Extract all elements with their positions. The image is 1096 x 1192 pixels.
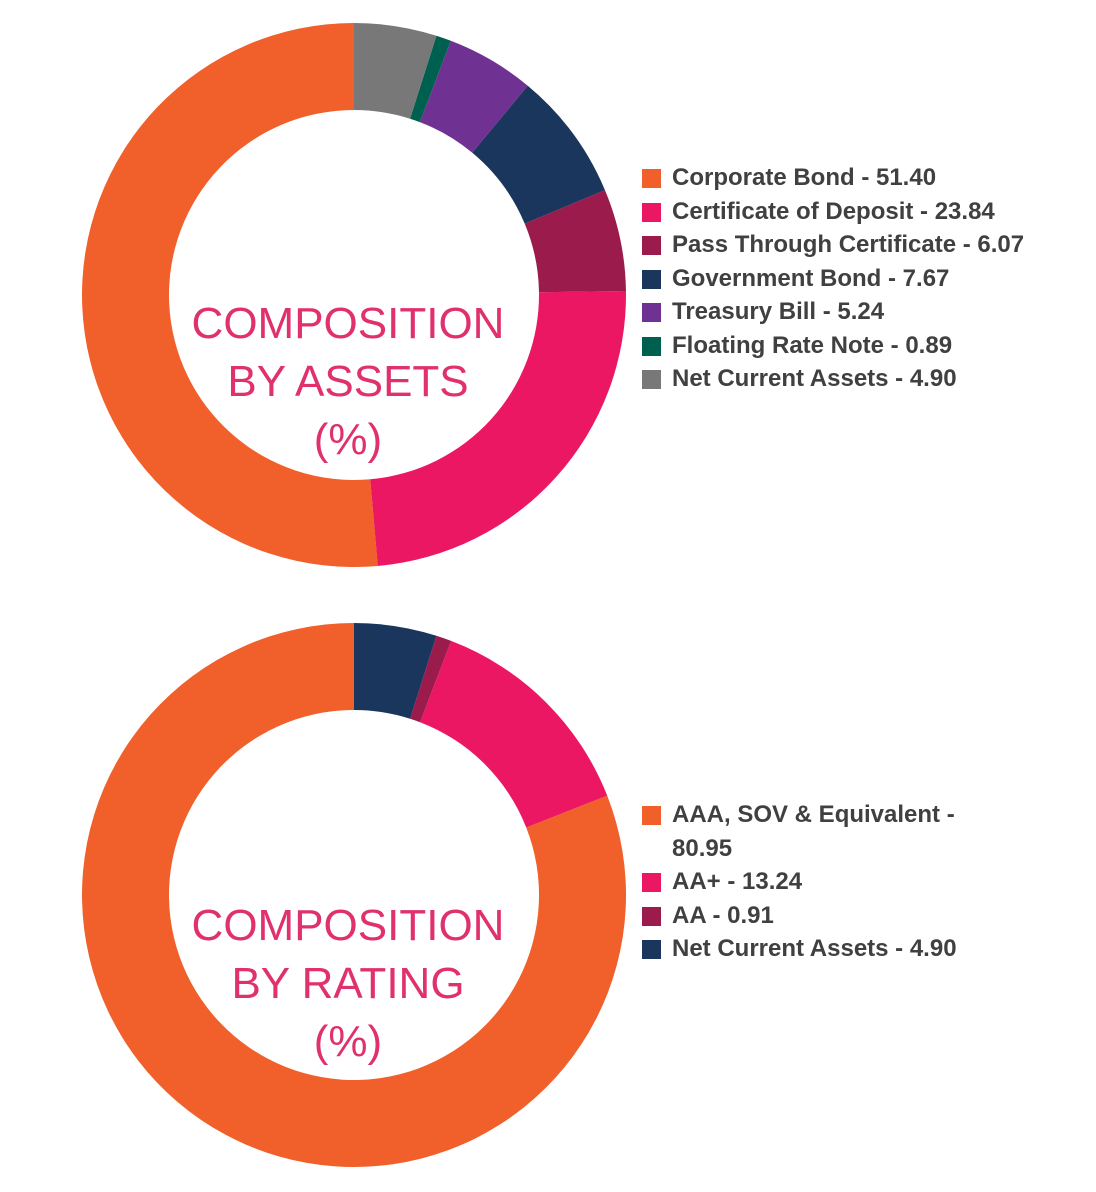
legend-item: Government Bond - 7.67 bbox=[642, 262, 1082, 296]
legend-item: Net Current Assets - 4.90 bbox=[642, 932, 1082, 966]
assets-title-line-2: BY ASSETS bbox=[227, 357, 469, 406]
legend-swatch bbox=[642, 169, 661, 188]
rating-title-line-2: BY RATING bbox=[231, 959, 465, 1008]
rating-chart-title: COMPOSITION BY RATING (%) bbox=[158, 897, 538, 1071]
legend-label: AA+ - 13.24 bbox=[672, 868, 803, 895]
donut-slice-0 bbox=[82, 23, 378, 567]
assets-donut bbox=[82, 23, 626, 567]
assets-title-line-1: COMPOSITION bbox=[191, 299, 505, 348]
legend-label: Treasury Bill - 5.24 bbox=[672, 298, 885, 325]
legend-label: Net Current Assets - 4.90 bbox=[672, 365, 957, 392]
legend-swatch bbox=[642, 303, 661, 322]
donut-slice-5 bbox=[410, 35, 451, 123]
legend-label: AAA, SOV & Equivalent - bbox=[672, 801, 955, 828]
legend-item: AAA, SOV & Equivalent - 80.95 bbox=[642, 798, 1082, 865]
legend-item: Corporate Bond - 51.40 bbox=[642, 161, 1082, 195]
legend-label: Corporate Bond - 51.40 bbox=[672, 164, 937, 191]
rating-title-line-3: (%) bbox=[313, 1017, 383, 1066]
legend-swatch bbox=[642, 202, 661, 222]
legend-item: Pass Through Certificate - 6.07 bbox=[642, 228, 1082, 262]
legend-swatch bbox=[642, 370, 661, 389]
donut-slice-0 bbox=[81, 623, 626, 1167]
legend-item: Certificate of Deposit - 23.84 bbox=[642, 195, 1082, 229]
composition-by-rating-chart: COMPOSITION BY RATING (%) AAA, SOV & Equ… bbox=[0, 600, 1096, 1180]
composition-by-assets-chart: COMPOSITION BY ASSETS (%) Corporate Bond… bbox=[0, 0, 1096, 580]
donut-slice-1 bbox=[420, 640, 608, 828]
legend-item: AA - 0.91 bbox=[642, 899, 1082, 933]
legend-label-continued: 80.95 bbox=[672, 834, 733, 862]
legend-item: Floating Rate Note - 0.89 bbox=[642, 329, 1082, 363]
legend-label: Net Current Assets - 4.90 bbox=[672, 935, 957, 962]
legend-swatch bbox=[642, 336, 661, 356]
assets-title-line-3: (%) bbox=[313, 415, 383, 464]
legend-label: Certificate of Deposit - 23.84 bbox=[672, 197, 995, 225]
legend-item: AA+ - 13.24 bbox=[642, 865, 1082, 899]
donut-slice-2 bbox=[410, 635, 452, 723]
rating-title-line-1: COMPOSITION bbox=[191, 901, 505, 950]
donut-slice-6 bbox=[354, 23, 437, 119]
rating-donut bbox=[81, 623, 626, 1167]
legend-label: Floating Rate Note - 0.89 bbox=[672, 331, 953, 359]
legend-item: Net Current Assets - 4.90 bbox=[642, 362, 1082, 396]
assets-legend: Corporate Bond - 51.40 Certificate of De… bbox=[642, 161, 1082, 396]
legend-swatch bbox=[642, 873, 661, 892]
donut-slice-2 bbox=[524, 190, 626, 293]
legend-item: Treasury Bill - 5.24 bbox=[642, 295, 1082, 329]
donut-slice-3 bbox=[354, 623, 437, 719]
legend-swatch bbox=[642, 940, 661, 959]
legend-label: AA - 0.91 bbox=[672, 901, 774, 929]
legend-swatch bbox=[642, 906, 661, 926]
donut-slice-1 bbox=[370, 291, 626, 566]
legend-swatch bbox=[642, 236, 661, 255]
legend-swatch bbox=[642, 806, 661, 825]
legend-swatch bbox=[642, 269, 661, 289]
assets-chart-title: COMPOSITION BY ASSETS (%) bbox=[158, 295, 538, 469]
rating-legend: AAA, SOV & Equivalent - 80.95 AA+ - 13.2… bbox=[642, 798, 1082, 966]
legend-label: Government Bond - 7.67 bbox=[672, 264, 950, 292]
legend-label: Pass Through Certificate - 6.07 bbox=[672, 231, 1025, 258]
donut-slice-3 bbox=[472, 85, 605, 224]
donut-slice-4 bbox=[419, 40, 528, 153]
